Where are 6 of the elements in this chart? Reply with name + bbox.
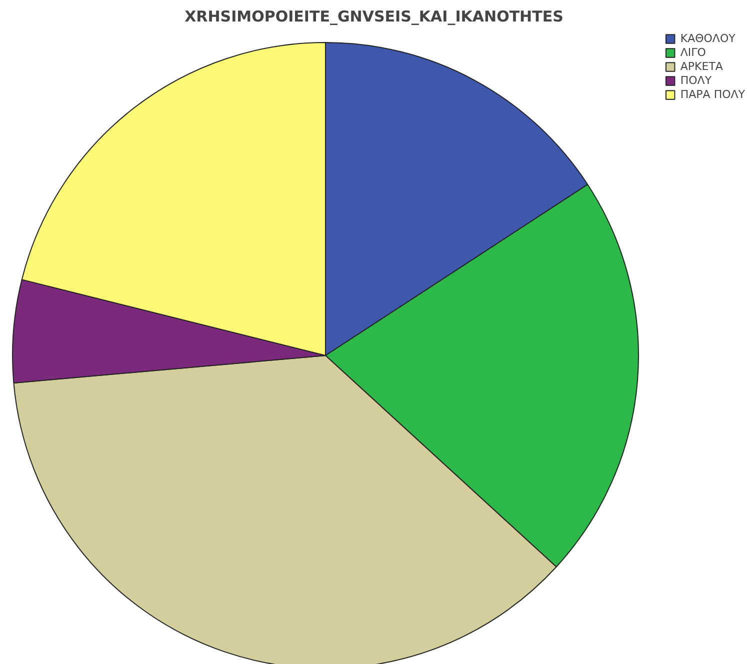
legend-label: ΚΑΘΟΛΟΥ <box>680 32 736 45</box>
chart-title: XRHSIMOPOIEITE_GNVSEIS_KAI_IKANOTHTES <box>184 8 564 26</box>
legend-label: ΠΟΛΥ <box>680 74 712 87</box>
legend-label: ΛΙΓΟ <box>680 46 706 59</box>
legend-label: ΠΑΡΑ ΠΟΛΥ <box>680 88 745 101</box>
legend-label: ΑΡΚΕΤΑ <box>680 60 723 73</box>
